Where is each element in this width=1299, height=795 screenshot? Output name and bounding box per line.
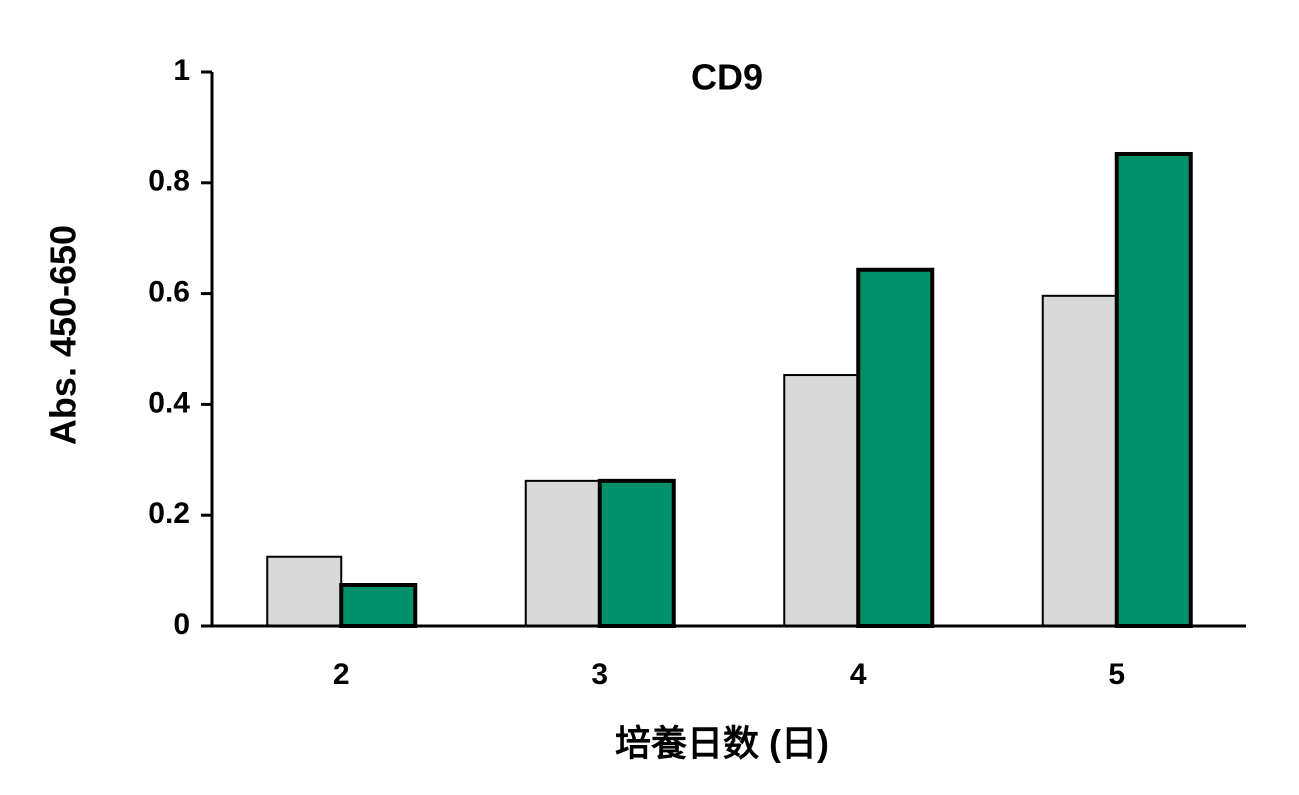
y-tick-label: 1 xyxy=(173,54,190,87)
x-tick-label: 5 xyxy=(1108,658,1125,691)
y-tick-label: 0.2 xyxy=(148,497,190,530)
y-tick-label: 0 xyxy=(173,608,190,641)
x-tick-label: 2 xyxy=(333,658,350,691)
bar xyxy=(597,478,676,628)
bar xyxy=(339,583,418,629)
bar xyxy=(1114,151,1193,628)
bar xyxy=(783,374,860,627)
x-axis-label: 培養日数 (日) xyxy=(615,723,829,764)
bar xyxy=(524,479,601,627)
chart-title: CD9 xyxy=(691,57,763,98)
y-tick-label: 0.4 xyxy=(148,386,190,419)
bar xyxy=(266,555,343,627)
y-axis-label: Abs. 450-650 xyxy=(43,225,84,445)
y-tick-label: 0.6 xyxy=(148,276,190,309)
x-tick-label: 4 xyxy=(850,658,867,691)
x-tick-label: 3 xyxy=(591,658,608,691)
y-tick-label: 0.8 xyxy=(148,165,190,198)
bar xyxy=(856,267,935,628)
bar xyxy=(1041,294,1118,627)
